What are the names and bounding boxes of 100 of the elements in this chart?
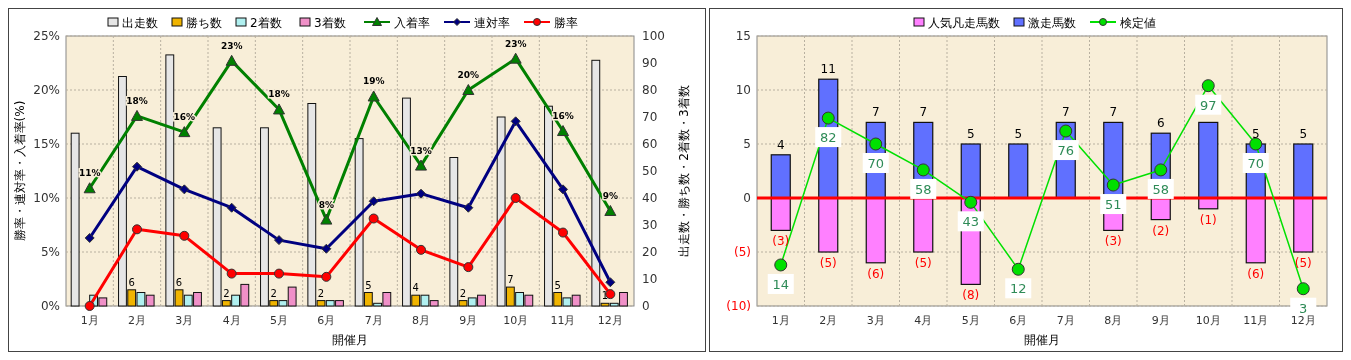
- x-tick-label: 1月: [771, 314, 790, 327]
- x-tick-label: 8月: [1104, 314, 1123, 327]
- data-label: 6: [175, 276, 183, 288]
- point: [510, 193, 521, 203]
- data-label: 9%: [602, 190, 618, 201]
- y-axis-title: 勝率・連対率・入着率(%): [13, 100, 27, 242]
- point: [416, 188, 426, 199]
- data-label: (8): [962, 288, 980, 303]
- y-tick-label: (10): [726, 299, 751, 313]
- x-tick-label: 7月: [364, 314, 383, 327]
- point: [821, 111, 835, 125]
- x-tick-label: 5月: [961, 314, 980, 327]
- x-tick-label: 7月: [1056, 314, 1075, 327]
- point: [463, 262, 474, 273]
- data-label: 82: [819, 130, 837, 146]
- data-label: 23%: [504, 38, 527, 49]
- x-tick-label: 10月: [1195, 314, 1221, 327]
- data-label: 2: [270, 287, 277, 299]
- point: [509, 52, 522, 64]
- x-tick-label: 9月: [1151, 314, 1170, 327]
- y-tick-label: 5: [743, 137, 751, 151]
- data-label: 58: [1152, 181, 1170, 197]
- data-label: 18%: [268, 89, 290, 100]
- data-label: 6: [1156, 116, 1165, 131]
- data-label: 18%: [126, 95, 148, 106]
- y2-tick-label: 70: [642, 110, 658, 124]
- legend-label: 勝率: [554, 16, 578, 30]
- point: [604, 204, 617, 216]
- legend-label: 入着率: [394, 16, 430, 30]
- data-label: 7: [871, 105, 880, 120]
- data-label: 51: [1104, 197, 1122, 213]
- data-label: 19%: [362, 76, 385, 87]
- data-label: (1): [1199, 212, 1217, 227]
- y-tick-label: 20%: [33, 83, 60, 97]
- point: [83, 182, 96, 194]
- y-tick-label: 5%: [40, 245, 60, 259]
- y-tick-label: 15%: [33, 137, 60, 151]
- y-tick-label: 15: [735, 29, 751, 43]
- y2-tick-label: 40: [642, 191, 658, 205]
- point: [321, 243, 332, 254]
- data-label: 43: [962, 214, 980, 230]
- data-label: (6): [1247, 266, 1265, 281]
- data-label: 7: [919, 105, 928, 120]
- point: [510, 116, 521, 127]
- x-tick-label: 11月: [1243, 314, 1269, 327]
- y2-tick-label: 90: [642, 56, 658, 70]
- y2-tick-label: 20: [642, 245, 658, 259]
- data-label: 6: [128, 276, 135, 288]
- x-tick-label: 6月: [1009, 314, 1028, 327]
- data-label: 5: [554, 279, 561, 291]
- data-label: (2): [1152, 223, 1170, 238]
- point: [368, 213, 379, 224]
- data-label: 70: [867, 156, 885, 171]
- legend-label: 出走数: [122, 16, 158, 30]
- point: [226, 202, 237, 213]
- bar: [1008, 143, 1029, 199]
- point: [368, 196, 379, 207]
- data-label: 2: [223, 287, 230, 299]
- legend-label: 勝ち数: [186, 16, 222, 30]
- point: [964, 195, 978, 209]
- point: [869, 137, 883, 151]
- data-label: 7: [1061, 105, 1070, 120]
- data-label: 5: [365, 279, 372, 291]
- point: [226, 268, 237, 279]
- point: [916, 163, 930, 177]
- data-label: (5): [819, 256, 837, 270]
- y2-tick-label: 50: [642, 164, 658, 178]
- x-tick-label: 12月: [597, 314, 623, 327]
- point: [1106, 178, 1120, 192]
- data-label: 7: [507, 274, 514, 286]
- y2-tick-label: 0: [642, 299, 650, 313]
- x-tick-label: 2月: [819, 314, 838, 327]
- bar: [865, 197, 886, 264]
- bar: [1293, 143, 1314, 199]
- point: [416, 244, 426, 255]
- y2-tick-label: 60: [642, 137, 658, 151]
- data-label: 2: [317, 287, 325, 299]
- point: [274, 268, 284, 279]
- x-axis-title: 開催月: [1024, 333, 1060, 347]
- y-tick-label: 0%: [40, 299, 60, 313]
- y-tick-label: (5): [734, 245, 751, 259]
- data-label: 3: [1299, 300, 1308, 316]
- point: [321, 271, 332, 282]
- point: [557, 125, 569, 137]
- y-tick-label: 25%: [33, 29, 60, 43]
- x-tick-label: 5月: [270, 314, 288, 327]
- y2-tick-label: 100: [642, 29, 665, 43]
- point: [558, 184, 568, 195]
- data-label: 5: [1299, 127, 1308, 141]
- x-tick-label: 1月: [80, 314, 99, 327]
- x-tick-label: 12月: [1290, 314, 1316, 327]
- data-label: 97: [1199, 97, 1217, 113]
- y-tick-label: 0: [743, 191, 751, 205]
- point: [1201, 79, 1215, 93]
- data-label: (3): [772, 234, 790, 249]
- data-label: (5): [1294, 256, 1312, 270]
- data-label: 4: [412, 282, 419, 294]
- point: [462, 84, 475, 95]
- point: [132, 224, 142, 235]
- y2-tick-label: 80: [642, 83, 658, 97]
